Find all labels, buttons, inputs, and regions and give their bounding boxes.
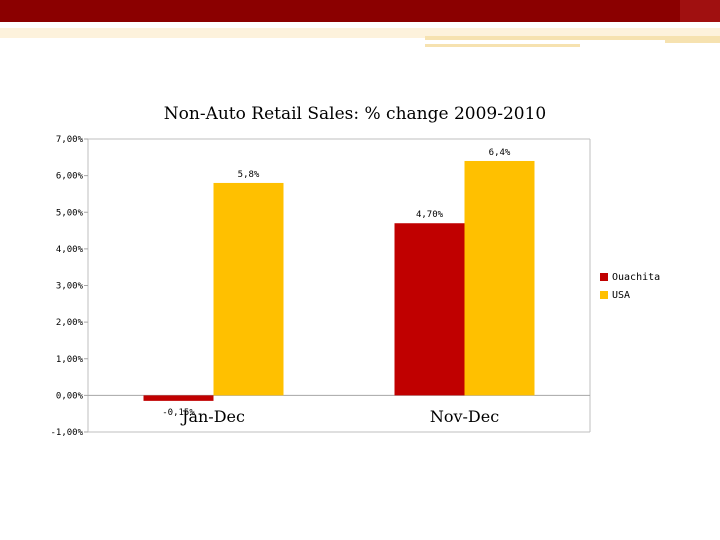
legend-label-ouachita: Ouachita	[612, 271, 661, 283]
data-label: 4,70%	[416, 210, 444, 220]
x-category-label: Nov-Dec	[430, 407, 499, 426]
banner-stripe	[680, 0, 720, 22]
bar-usa-nov-dec	[464, 160, 535, 396]
y-tick-label: -1,00%	[50, 428, 83, 438]
legend-label-usa: USA	[612, 289, 631, 301]
y-tick-label: 5,00%	[56, 208, 84, 218]
data-label: 5,8%	[238, 170, 260, 180]
y-tick-label: 3,00%	[56, 282, 84, 292]
bar-ouachita-jan-dec	[143, 395, 214, 401]
bar-usa-jan-dec	[213, 182, 284, 396]
y-tick-label: 1,00%	[56, 355, 84, 365]
banner-gold-line-1	[425, 36, 720, 40]
bar-ouachita-nov-dec	[394, 223, 465, 396]
banner-light-line	[0, 28, 720, 38]
banner-gold-line-2	[425, 44, 580, 47]
legend-swatch-usa	[600, 291, 608, 299]
banner-main	[0, 0, 720, 22]
y-tick-label: 2,00%	[56, 318, 84, 328]
x-category-label: Jan-Dec	[180, 407, 245, 426]
chart-legend: Ouachita USA	[600, 268, 660, 304]
y-tick-label: 6,00%	[56, 172, 84, 182]
data-label: 6,4%	[489, 148, 511, 158]
legend-item-usa: USA	[600, 286, 660, 304]
y-tick-label: 7,00%	[56, 135, 84, 145]
y-tick-label: 0,00%	[56, 391, 84, 401]
legend-item-ouachita: Ouachita	[600, 268, 660, 286]
banner-gold-line-3	[665, 40, 720, 43]
y-tick-label: 4,00%	[56, 245, 84, 255]
chart-title: Non-Auto Retail Sales: % change 2009-201…	[163, 104, 547, 124]
header-banner	[0, 0, 720, 47]
legend-swatch-ouachita	[600, 273, 608, 281]
data-label: -0,15%	[162, 408, 195, 418]
